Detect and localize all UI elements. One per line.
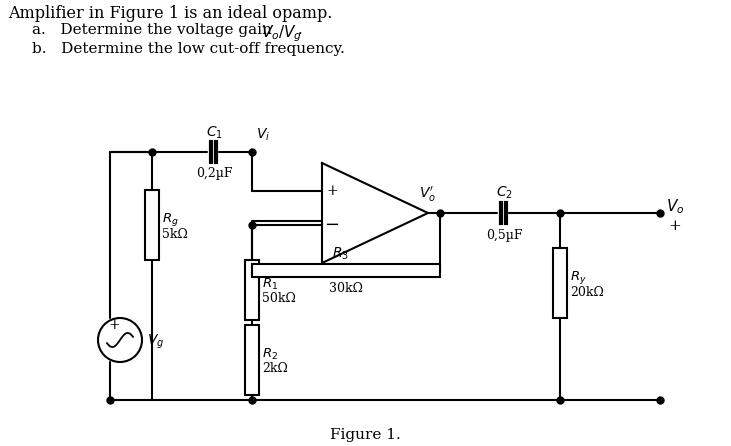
Text: $V_o$: $V_o$ xyxy=(666,198,684,216)
Text: $V_i$: $V_i$ xyxy=(256,127,270,143)
Text: Figure 1.: Figure 1. xyxy=(330,428,401,442)
Text: 0,5µF: 0,5µF xyxy=(486,228,522,241)
Text: .: . xyxy=(298,23,303,37)
Bar xyxy=(553,248,567,318)
Bar xyxy=(145,190,159,260)
Text: $R_1$: $R_1$ xyxy=(262,277,279,292)
Bar xyxy=(245,260,259,320)
Text: Amplifier in Figure 1 is an ideal opamp.: Amplifier in Figure 1 is an ideal opamp. xyxy=(8,5,333,22)
Text: 5kΩ: 5kΩ xyxy=(162,227,188,240)
Text: $R_3$: $R_3$ xyxy=(333,246,349,262)
Text: b.   Determine the low cut-off frequency.: b. Determine the low cut-off frequency. xyxy=(32,42,345,56)
Text: $R_y$: $R_y$ xyxy=(570,268,587,285)
Text: $C_2$: $C_2$ xyxy=(496,185,512,201)
Text: $V_o'$: $V_o'$ xyxy=(420,184,436,204)
Text: +: + xyxy=(326,184,338,198)
Text: 20kΩ: 20kΩ xyxy=(570,285,604,298)
Bar xyxy=(252,264,440,277)
Text: −: − xyxy=(325,216,340,234)
Text: $V_o/V_g$: $V_o/V_g$ xyxy=(261,23,303,44)
Text: $C_1$: $C_1$ xyxy=(205,125,222,141)
Text: $R_g$: $R_g$ xyxy=(162,211,178,227)
Text: +: + xyxy=(108,318,120,332)
Text: a.   Determine the voltage gain: a. Determine the voltage gain xyxy=(32,23,277,37)
Text: $R_2$: $R_2$ xyxy=(262,347,278,362)
Text: $V_g$: $V_g$ xyxy=(147,333,164,351)
Bar xyxy=(245,325,259,395)
Text: 50kΩ: 50kΩ xyxy=(262,293,296,306)
Text: 30kΩ: 30kΩ xyxy=(329,281,363,294)
Text: 2kΩ: 2kΩ xyxy=(262,363,288,376)
Text: +: + xyxy=(668,219,681,233)
Text: 0,2µF: 0,2µF xyxy=(196,168,232,181)
